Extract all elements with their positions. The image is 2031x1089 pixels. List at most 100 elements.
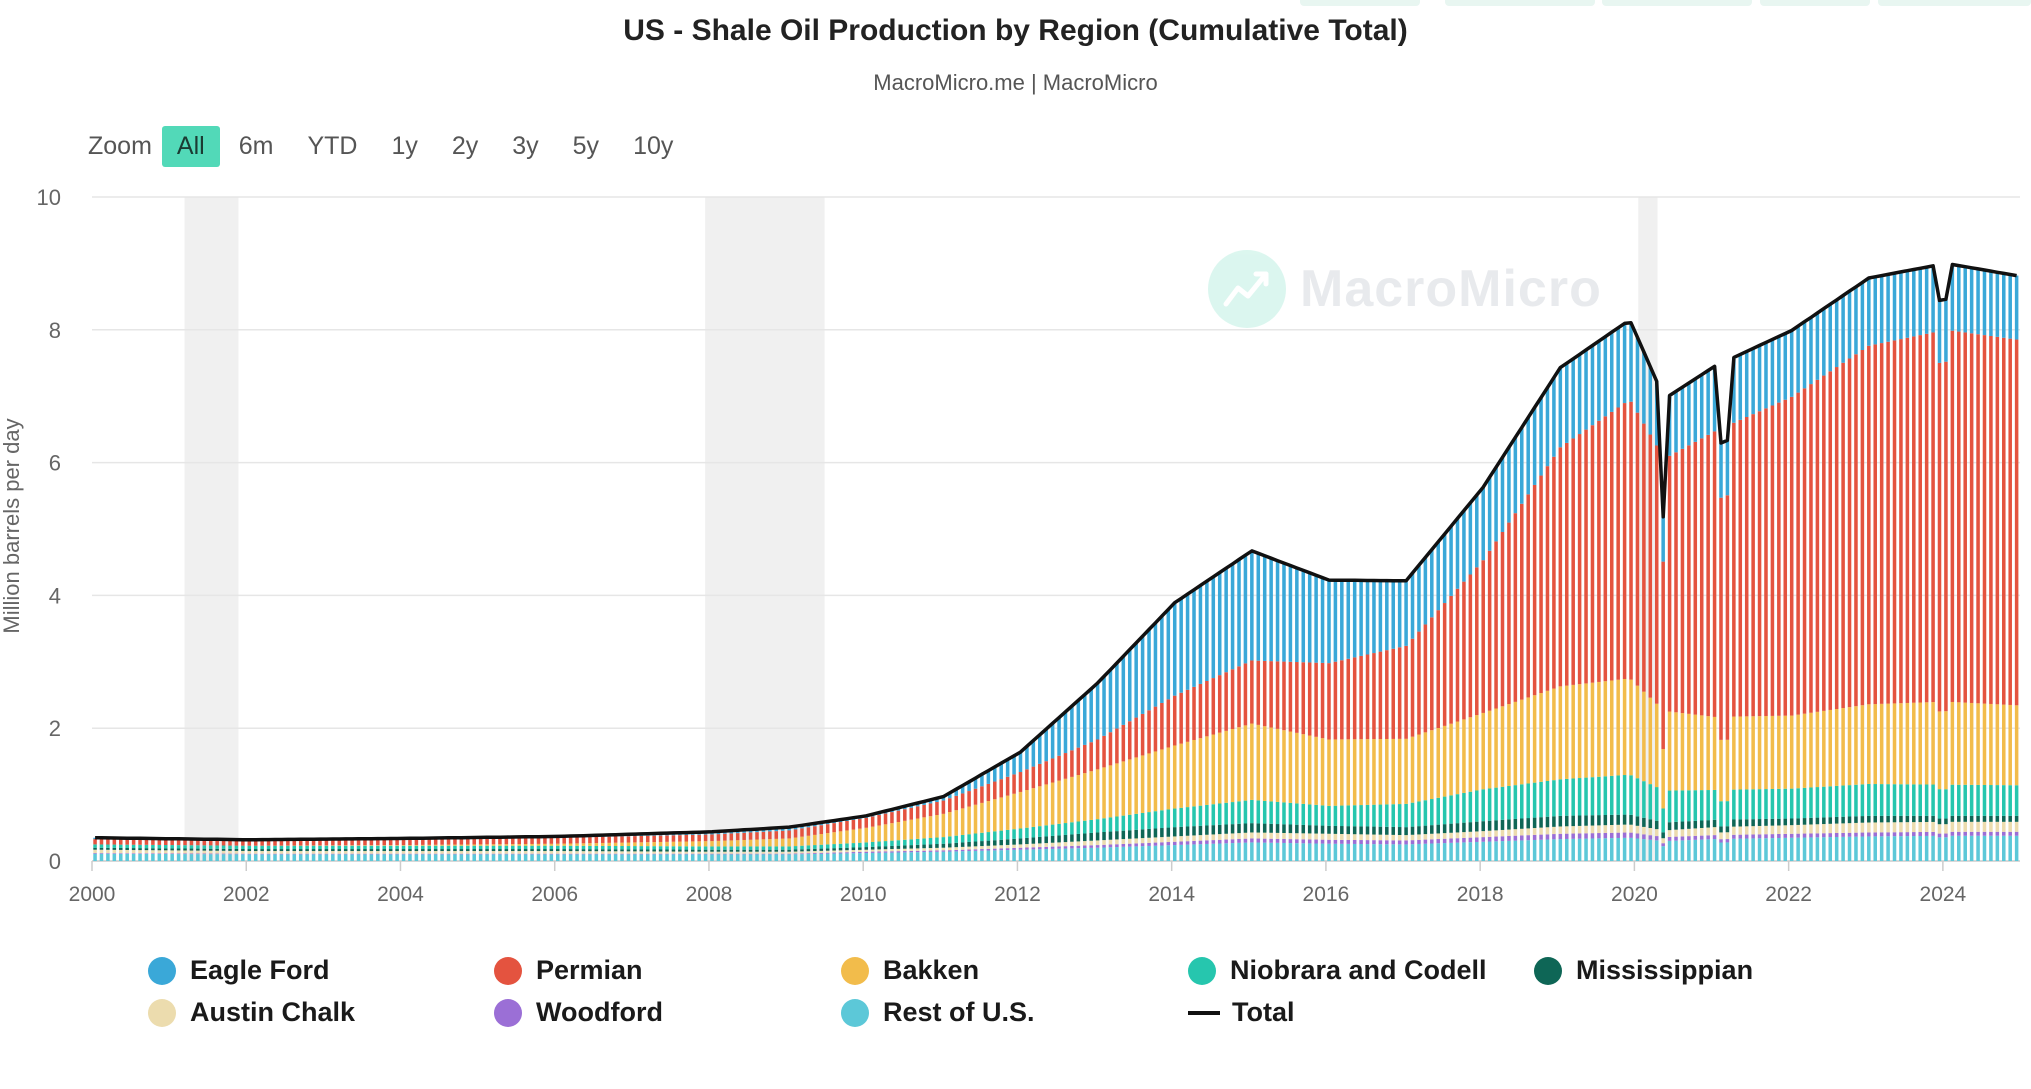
bar-segment[interactable] bbox=[1295, 732, 1299, 804]
bar-segment[interactable] bbox=[93, 839, 97, 845]
bar-segment[interactable] bbox=[1346, 658, 1351, 740]
bar-segment[interactable] bbox=[446, 845, 451, 850]
bar-segment[interactable] bbox=[851, 852, 856, 854]
zoom-1y-button[interactable]: 1y bbox=[391, 131, 418, 160]
bar-segment[interactable] bbox=[498, 849, 502, 852]
bar-segment[interactable] bbox=[138, 853, 142, 854]
bar-segment[interactable] bbox=[1924, 267, 1929, 334]
bar-segment[interactable] bbox=[286, 853, 290, 855]
bar-segment[interactable] bbox=[1770, 788, 1775, 819]
bar-segment[interactable] bbox=[1867, 345, 1871, 705]
bar-segment[interactable] bbox=[356, 853, 361, 855]
bar-segment[interactable] bbox=[1198, 585, 1203, 684]
bar-segment[interactable] bbox=[1230, 839, 1235, 844]
bar-segment[interactable] bbox=[99, 853, 104, 854]
bar-segment[interactable] bbox=[1301, 734, 1306, 804]
bar-segment[interactable] bbox=[1976, 268, 1980, 335]
bar-stack[interactable] bbox=[652, 833, 656, 861]
bar-segment[interactable] bbox=[594, 849, 599, 852]
bar-segment[interactable] bbox=[1076, 700, 1081, 748]
bar-segment[interactable] bbox=[1545, 780, 1550, 817]
bar-segment[interactable] bbox=[825, 850, 830, 853]
bar-segment[interactable] bbox=[742, 832, 746, 840]
bar-segment[interactable] bbox=[1809, 787, 1813, 818]
bar-segment[interactable] bbox=[1969, 835, 1974, 861]
bar-segment[interactable] bbox=[1095, 840, 1100, 846]
bar-segment[interactable] bbox=[1430, 549, 1434, 618]
bar-stack[interactable] bbox=[504, 837, 509, 861]
bar-segment[interactable] bbox=[1147, 629, 1151, 711]
bar-segment[interactable] bbox=[1577, 684, 1582, 779]
bar-segment[interactable] bbox=[298, 849, 303, 852]
bar-stack[interactable] bbox=[1558, 367, 1563, 861]
bar-segment[interactable] bbox=[1635, 825, 1640, 834]
bar-segment[interactable] bbox=[1140, 846, 1145, 861]
bar-stack[interactable] bbox=[607, 834, 611, 861]
bar-segment[interactable] bbox=[562, 837, 566, 844]
bar-segment[interactable] bbox=[279, 854, 284, 861]
bar-segment[interactable] bbox=[729, 833, 734, 841]
bar-segment[interactable] bbox=[1127, 843, 1132, 847]
bar-segment[interactable] bbox=[1513, 701, 1518, 786]
bar-segment[interactable] bbox=[1635, 685, 1640, 779]
bar-segment[interactable] bbox=[1513, 437, 1518, 514]
bar-segment[interactable] bbox=[1153, 828, 1158, 838]
bar-segment[interactable] bbox=[1397, 804, 1402, 828]
bar-segment[interactable] bbox=[1918, 268, 1922, 336]
bar-segment[interactable] bbox=[1944, 818, 1948, 825]
bar-segment[interactable] bbox=[652, 842, 656, 847]
bar-segment[interactable] bbox=[151, 844, 155, 849]
bar-stack[interactable] bbox=[1359, 580, 1363, 861]
bar-segment[interactable] bbox=[414, 845, 419, 850]
bar-segment[interactable] bbox=[1397, 827, 1402, 835]
bar-segment[interactable] bbox=[202, 850, 207, 854]
bar-segment[interactable] bbox=[1500, 457, 1505, 532]
bar-stack[interactable] bbox=[311, 839, 316, 861]
bar-segment[interactable] bbox=[626, 836, 631, 843]
bar-stack[interactable] bbox=[1603, 336, 1608, 861]
bar-segment[interactable] bbox=[196, 850, 200, 854]
bar-segment[interactable] bbox=[1931, 332, 1935, 703]
bar-stack[interactable] bbox=[793, 826, 798, 861]
bar-segment[interactable] bbox=[1879, 703, 1884, 785]
bar-segment[interactable] bbox=[710, 854, 714, 861]
bar-segment[interactable] bbox=[1860, 784, 1865, 817]
bar-segment[interactable] bbox=[1744, 819, 1749, 827]
bar-segment[interactable] bbox=[549, 845, 554, 850]
bar-segment[interactable] bbox=[652, 849, 656, 852]
bar-segment[interactable] bbox=[125, 839, 129, 845]
bar-segment[interactable] bbox=[1892, 784, 1897, 816]
bar-segment[interactable] bbox=[208, 850, 213, 854]
bar-segment[interactable] bbox=[1931, 835, 1935, 861]
bar-segment[interactable] bbox=[427, 839, 432, 845]
bar-segment[interactable] bbox=[485, 838, 489, 845]
bar-stack[interactable] bbox=[266, 839, 271, 861]
bar-segment[interactable] bbox=[414, 853, 419, 855]
bar-segment[interactable] bbox=[1719, 839, 1723, 843]
bar-segment[interactable] bbox=[106, 853, 110, 854]
bar-segment[interactable] bbox=[93, 837, 97, 840]
bar-segment[interactable] bbox=[1462, 792, 1466, 823]
bar-segment[interactable] bbox=[896, 848, 901, 852]
bar-segment[interactable] bbox=[633, 849, 637, 852]
bar-segment[interactable] bbox=[1738, 354, 1743, 420]
bar-segment[interactable] bbox=[1134, 642, 1138, 718]
bar-segment[interactable] bbox=[1905, 822, 1910, 833]
bar-segment[interactable] bbox=[343, 849, 348, 852]
top-tab-stub-3[interactable] bbox=[1602, 0, 1752, 6]
bar-segment[interactable] bbox=[671, 849, 676, 852]
bar-stack[interactable] bbox=[684, 832, 689, 861]
bar-segment[interactable] bbox=[1802, 713, 1807, 788]
bar-segment[interactable] bbox=[472, 838, 476, 845]
bar-segment[interactable] bbox=[1931, 831, 1935, 836]
bar-segment[interactable] bbox=[305, 853, 309, 855]
bar-segment[interactable] bbox=[331, 854, 335, 861]
bar-segment[interactable] bbox=[1520, 840, 1524, 861]
bar-stack[interactable] bbox=[2008, 274, 2012, 861]
bar-segment[interactable] bbox=[440, 851, 444, 854]
bar-segment[interactable] bbox=[382, 853, 387, 855]
bar-segment[interactable] bbox=[1905, 784, 1910, 816]
bar-stack[interactable] bbox=[1526, 417, 1530, 861]
bar-segment[interactable] bbox=[883, 813, 888, 825]
bar-segment[interactable] bbox=[1873, 822, 1878, 833]
